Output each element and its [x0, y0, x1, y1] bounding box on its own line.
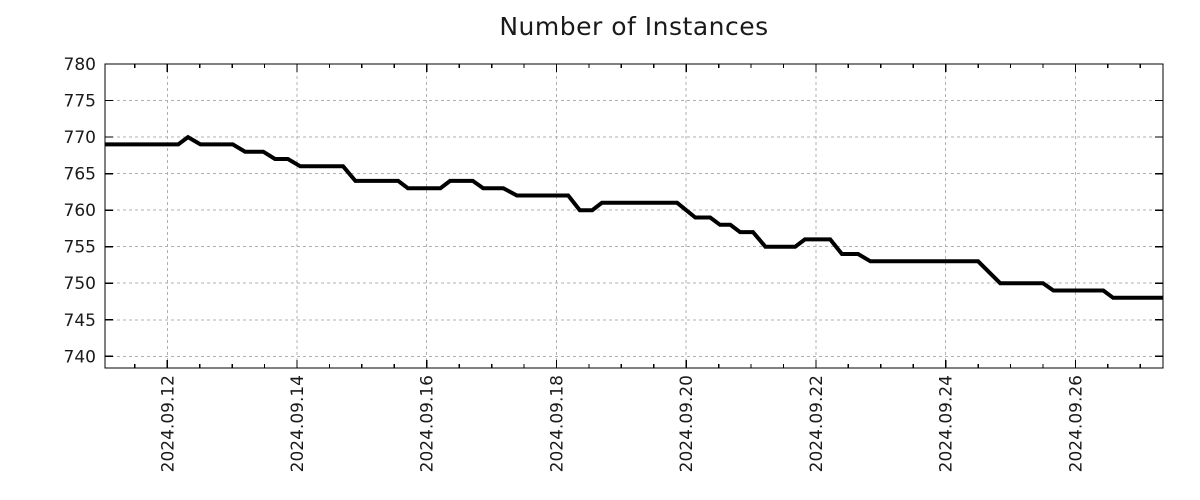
y-tick-label: 740: [64, 347, 96, 367]
x-tick-label: 2024.09.16: [418, 375, 438, 472]
x-tick-label: 2024.09.24: [937, 375, 957, 472]
x-tick-label: 2024.09.14: [288, 375, 308, 472]
plot-border: [104, 63, 1164, 369]
y-tick-label: 780: [64, 55, 96, 75]
x-tick-label: 2024.09.26: [1066, 375, 1086, 472]
y-tick-label: 775: [64, 92, 96, 112]
x-tick-label: 2024.09.12: [158, 375, 178, 472]
y-tick-label: 765: [64, 165, 96, 185]
y-tick-label: 755: [64, 238, 96, 258]
y-tick-label: 750: [64, 274, 96, 294]
chart-title: Number of Instances: [499, 12, 769, 41]
y-tick-label: 760: [64, 201, 96, 221]
x-tick-label: 2024.09.20: [677, 375, 697, 472]
x-tick-label: 2024.09.22: [807, 375, 827, 472]
series-line: [105, 134, 1163, 300]
y-tick-label: 745: [64, 311, 96, 331]
x-tick-label: 2024.09.18: [547, 375, 567, 472]
y-tick-label: 770: [64, 128, 96, 148]
